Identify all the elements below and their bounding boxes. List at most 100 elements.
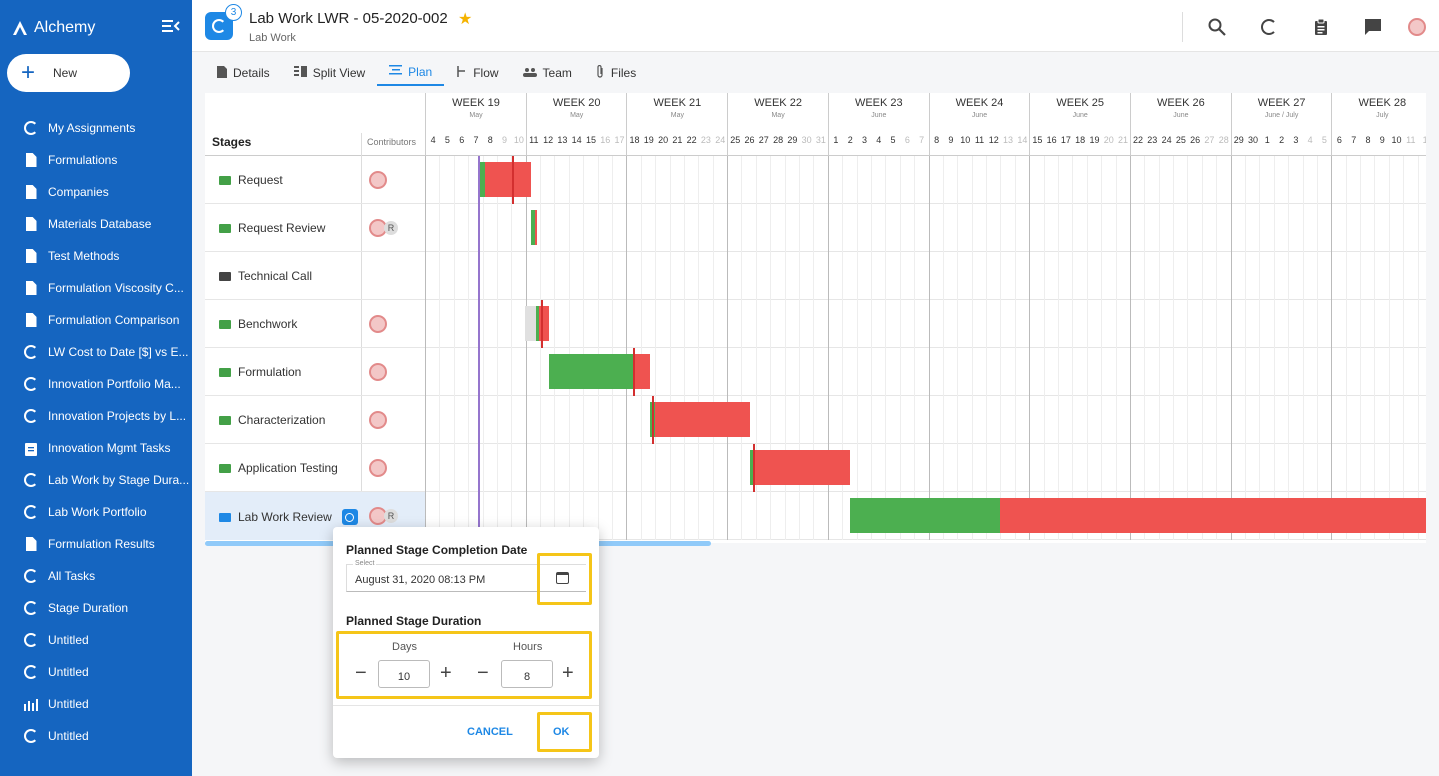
sidebar-item[interactable]: All Tasks (0, 560, 192, 592)
grid-line (453, 396, 455, 444)
stage-name[interactable]: Technical Call (219, 269, 312, 283)
days-increment-button[interactable]: + (440, 662, 452, 684)
stage-row[interactable]: Formulation (205, 348, 1426, 396)
overdue-bar[interactable] (539, 306, 549, 341)
sidebar-item[interactable]: Untitled (0, 624, 192, 656)
sidebar-item[interactable]: Innovation Mgmt Tasks (0, 432, 192, 464)
sidebar-item[interactable]: Lab Work Portfolio (0, 496, 192, 528)
activity-loop-icon[interactable] (1258, 16, 1280, 38)
chat-icon[interactable] (1362, 16, 1384, 38)
overdue-bar[interactable] (635, 354, 650, 389)
contributors[interactable] (369, 363, 387, 381)
collapse-menu-icon[interactable] (162, 19, 180, 38)
contributors[interactable] (369, 411, 387, 429)
stage-name[interactable]: Benchwork (219, 317, 297, 331)
days-decrement-button[interactable]: − (355, 662, 367, 684)
grid-line (899, 204, 901, 252)
hours-increment-button[interactable]: + (562, 662, 574, 684)
stage-row[interactable]: Request (205, 156, 1426, 204)
tab-split-view[interactable]: Split View (282, 60, 377, 86)
overdue-bar[interactable] (655, 402, 750, 437)
sidebar-item[interactable]: Innovation Projects by L... (0, 400, 192, 432)
sidebar-item[interactable]: Lab Work by Stage Dura... (0, 464, 192, 496)
planned-bar[interactable] (525, 306, 536, 341)
sidebar-item[interactable]: Innovation Portfolio Ma... (0, 368, 192, 400)
tab-details[interactable]: Details (205, 60, 282, 86)
stage-row[interactable]: Benchwork (205, 300, 1426, 348)
grid-line (482, 444, 484, 492)
stage-name[interactable]: Request (219, 173, 283, 187)
completed-bar[interactable] (536, 306, 539, 341)
grid-line (683, 444, 685, 492)
calendar-icon[interactable] (556, 572, 569, 584)
sidebar-item[interactable]: Untitled (0, 656, 192, 688)
overdue-bar[interactable] (535, 210, 537, 245)
user-avatar[interactable] (1406, 16, 1428, 38)
contributors[interactable]: R (369, 507, 398, 525)
stage-row[interactable]: Application Testing (205, 444, 1426, 492)
contributors[interactable]: R (369, 219, 398, 237)
sidebar-item[interactable]: Formulation Comparison (0, 304, 192, 336)
sidebar-item[interactable]: Untitled (0, 688, 192, 720)
clipboard-icon[interactable] (1310, 16, 1332, 38)
search-icon[interactable] (1206, 16, 1228, 38)
grid-line (1029, 204, 1031, 252)
contributors[interactable] (369, 171, 387, 189)
ok-button[interactable]: OK (553, 726, 570, 738)
grid-line (1244, 348, 1246, 396)
cancel-button[interactable]: CANCEL (467, 726, 513, 738)
stage-row[interactable]: Technical Call (205, 252, 1426, 300)
new-button[interactable]: + New (7, 54, 130, 92)
completion-date-field[interactable]: Select August 31, 2020 08:13 PM (346, 560, 586, 592)
sidebar-item[interactable]: Test Methods (0, 240, 192, 272)
sidebar-item[interactable]: My Assignments (0, 112, 192, 144)
grid-line (583, 492, 585, 540)
folder-icon (219, 463, 231, 473)
tab-flow[interactable]: Flow (444, 60, 510, 86)
completed-bar[interactable] (479, 162, 485, 197)
hours-input[interactable]: 8 (501, 660, 553, 688)
sidebar-item[interactable]: Formulations (0, 144, 192, 176)
grid-line (1316, 396, 1318, 444)
tab-team[interactable]: Team (511, 60, 584, 86)
clock-icon[interactable] (341, 509, 358, 525)
sidebar-item[interactable]: Stage Duration (0, 592, 192, 624)
grid-line (1057, 204, 1059, 252)
favorite-star-icon[interactable]: ★ (458, 11, 473, 28)
sidebar-item[interactable]: Formulation Viscosity C... (0, 272, 192, 304)
stage-name[interactable]: Lab Work Review (219, 509, 358, 525)
sidebar-item[interactable]: Untitled (0, 720, 192, 752)
day-label: 24 (1161, 135, 1172, 145)
contributors[interactable] (369, 315, 387, 333)
tab-files[interactable]: Files (584, 60, 648, 86)
grid-line (1173, 204, 1175, 252)
stage-name[interactable]: Application Testing (219, 461, 338, 475)
stage-name[interactable]: Characterization (219, 413, 325, 427)
overdue-bar[interactable] (755, 450, 850, 485)
sidebar-item[interactable]: LW Cost to Date [$] vs E... (0, 336, 192, 368)
completed-bar[interactable] (549, 354, 635, 389)
sidebar-item[interactable]: Formulation Results (0, 528, 192, 560)
completed-bar[interactable] (750, 450, 755, 485)
grid-line (1144, 300, 1146, 348)
tab-plan[interactable]: Plan (377, 60, 445, 86)
stage-name[interactable]: Formulation (219, 365, 301, 379)
days-input[interactable]: 10 (378, 660, 430, 688)
stage-row[interactable]: Characterization (205, 396, 1426, 444)
overdue-bar[interactable] (1000, 498, 1426, 533)
grid-line (1057, 444, 1059, 492)
week-column: WEEK 20 May 11 12 13 14 15 16 17 (525, 93, 626, 156)
stage-name[interactable]: Request Review (219, 221, 325, 235)
grid-line (1216, 252, 1218, 300)
completed-bar[interactable] (850, 498, 1000, 533)
contributors[interactable] (369, 459, 387, 477)
sidebar-item[interactable]: Materials Database (0, 208, 192, 240)
grid-line (799, 204, 801, 252)
week-column: WEEK 22 May 25 26 27 28 29 30 31 (727, 93, 827, 156)
sidebar-item[interactable]: Companies (0, 176, 192, 208)
month-label: May (771, 112, 785, 119)
overdue-bar[interactable] (485, 162, 531, 197)
stage-row[interactable]: Request Review R (205, 204, 1426, 252)
completed-bar[interactable] (531, 210, 535, 245)
hours-decrement-button[interactable]: − (477, 662, 489, 684)
